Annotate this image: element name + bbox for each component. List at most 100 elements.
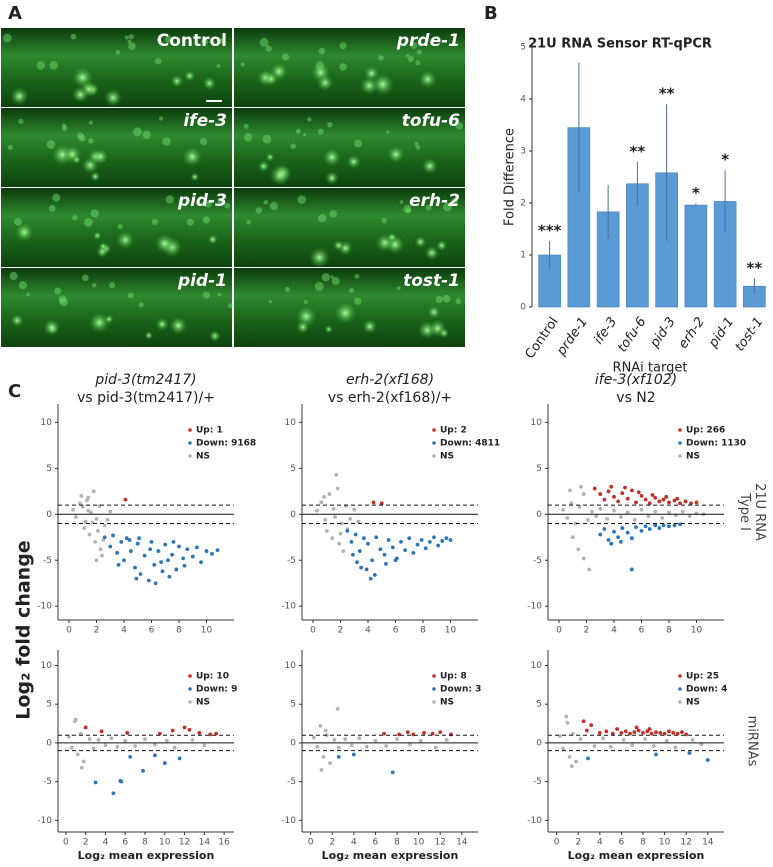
x-tick-label: 10 (659, 838, 671, 848)
nucleus (90, 171, 101, 182)
x-tick-label: 6 (393, 626, 399, 636)
data-point (590, 509, 594, 514)
data-point (581, 492, 586, 496)
data-point (612, 508, 616, 513)
data-point (598, 492, 603, 496)
granule (18, 281, 28, 290)
data-point (625, 530, 630, 535)
data-point (564, 714, 569, 719)
x-tick-label: 2 (338, 626, 344, 636)
x-tick-label: 12 (680, 838, 691, 848)
data-point (683, 499, 688, 504)
x-tick-label: 0 (66, 626, 72, 636)
data-point (444, 737, 449, 742)
granule (415, 60, 421, 66)
micrograph: pid-1 (1, 268, 233, 347)
data-point (561, 746, 566, 751)
data-point (408, 742, 412, 747)
legend-marker (432, 687, 436, 691)
data-point (214, 731, 219, 736)
x-tick-label: 12 (179, 838, 190, 848)
data-point (397, 732, 402, 737)
data-point (119, 539, 124, 544)
granule (348, 287, 354, 294)
legend-label: Down: 9 (196, 685, 237, 695)
data-point (689, 501, 693, 506)
data-point (356, 519, 361, 524)
data-point (430, 731, 435, 736)
legend-marker (432, 454, 436, 458)
data-point (328, 761, 332, 765)
y-tick-label: -10 (281, 602, 296, 612)
data-point (561, 507, 566, 512)
data-point (399, 539, 403, 544)
data-point (141, 768, 145, 773)
data-point (641, 730, 645, 735)
data-point (149, 539, 154, 544)
data-point (80, 505, 85, 509)
granule (268, 300, 272, 304)
data-point (606, 489, 611, 494)
data-point (667, 729, 671, 734)
data-point (166, 558, 170, 563)
data-point (647, 501, 652, 506)
data-point (334, 472, 339, 477)
data-point (364, 744, 369, 749)
data-point (581, 556, 586, 561)
nucleus (169, 316, 188, 335)
granule (83, 217, 93, 227)
granule (265, 45, 272, 52)
nucleus (144, 331, 153, 340)
legend-label: NS (686, 452, 700, 462)
data-point (89, 510, 93, 515)
y-tick-label: 5 (536, 700, 542, 710)
granule (217, 198, 223, 204)
data-point (138, 572, 143, 576)
data-point (570, 731, 575, 736)
data-point (143, 737, 147, 741)
data-point (651, 744, 656, 748)
y-tick-label: -5 (43, 556, 52, 566)
x-tick-label: 10 (445, 626, 457, 636)
data-point (658, 730, 663, 735)
data-point (91, 746, 96, 751)
data-point (164, 738, 169, 743)
granule (330, 275, 334, 279)
x-tick-label: 2 (575, 838, 581, 848)
data-point (649, 731, 654, 736)
y-tick-label: -10 (281, 816, 296, 826)
data-point (123, 497, 128, 502)
data-point (581, 719, 586, 724)
data-point (315, 508, 320, 513)
data-point (632, 730, 637, 734)
data-point (643, 737, 648, 741)
data-point (675, 496, 680, 501)
nucleus (436, 239, 448, 252)
y-tick-label: -10 (527, 816, 542, 826)
y-tick-label: 5 (290, 464, 296, 474)
y-tick-label: 10 (41, 661, 53, 671)
nucleus (14, 222, 34, 242)
micrograph: pid-3 (1, 188, 232, 267)
data-point (124, 536, 129, 541)
data-point (636, 728, 641, 733)
micrograph-background (1, 268, 232, 347)
data-point (315, 744, 320, 749)
micrograph: prde-1 (234, 28, 465, 107)
granule (26, 292, 30, 297)
data-point (612, 529, 616, 534)
x-tick-label: 12 (434, 838, 445, 848)
data-point (157, 731, 162, 736)
granule (18, 118, 24, 125)
legend-label: Down: 9168 (196, 439, 256, 449)
data-point (699, 742, 704, 747)
data-point (629, 488, 634, 493)
data-point (612, 494, 616, 499)
granule (443, 202, 452, 212)
micrograph-label: Control (157, 31, 227, 51)
data-point (585, 517, 590, 522)
y-tick-label: 5 (46, 700, 52, 710)
legend-label: Up: 266 (686, 426, 725, 436)
data-point (366, 541, 370, 546)
